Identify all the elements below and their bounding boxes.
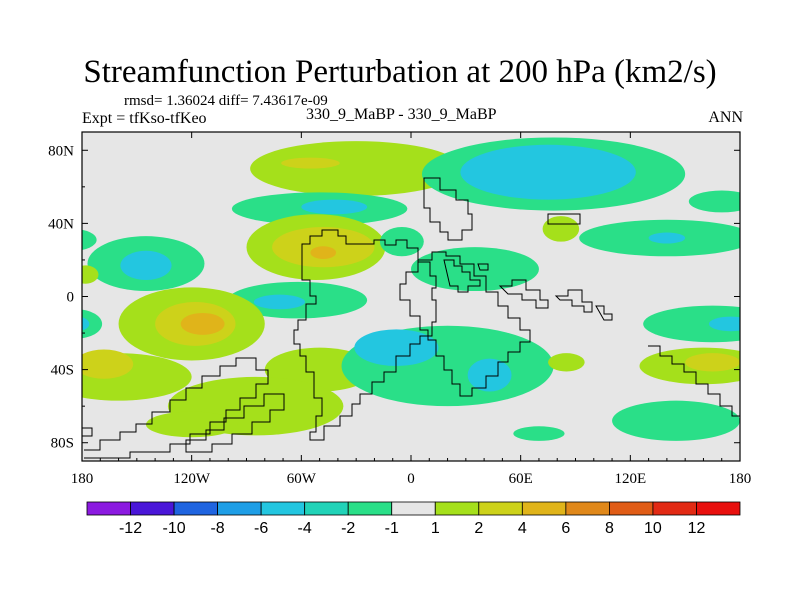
y-tick-label: 40S [51,363,74,379]
contour-region-34 [548,353,585,372]
contour-region-35 [643,305,740,343]
experiment-label: Expt = tfKso-tfKeo [82,110,207,127]
contour-region-15 [411,247,539,292]
coastline-arabia [498,279,549,309]
contour-region-18 [82,265,99,284]
colorbar: -12 -10 -8 -6 -4 -2 -1 1 2 4 6 8 10 12 [86,501,741,537]
season-label: ANN [708,109,743,126]
coastline-south-america [293,229,437,441]
colorbar-swatch [304,501,349,516]
contour-region-1 [281,157,340,169]
colorbar-label: -8 [210,520,224,537]
colorbar-label: 4 [518,520,527,537]
stats-label: rmsd= 1.36024 diff= 7.43617e-09 [124,93,328,109]
contour-region-31 [82,349,134,379]
contour-region-0 [250,141,463,196]
contour-region-6 [688,190,740,213]
case-label: 330_9_MaBP - 330_9_MaBP [306,106,497,123]
y-tick-label: 80S [51,436,74,452]
colorbar-label: 8 [605,520,614,537]
x-tick-label: 120E [614,471,646,487]
colorbar-label: -6 [254,520,268,537]
contour-region-7 [542,216,580,242]
contour-region-36 [708,316,740,332]
contour-region-5 [460,144,636,200]
colorbar-label: -2 [341,520,355,537]
axis-ticks: 180 120W 60W 0 60E 120E 180 80N 40N 0 40S 80S [48,132,751,487]
contour-region-13 [120,250,172,281]
contour-region-38 [685,353,740,372]
colorbar-swatch [609,501,654,516]
contour-region-28 [82,309,103,339]
x-tick-label: 60W [287,471,317,487]
colorbar-swatch [391,501,436,516]
x-tick-label: 120W [173,471,211,487]
colorbar-swatch [652,501,697,516]
colorbar-label: -1 [385,520,399,537]
x-tick-label: 180 [729,471,752,487]
contour-region-17 [648,232,686,244]
contour-region-24 [467,358,512,392]
coastline-antarctic-peninsula [84,357,269,459]
colorbar-swatch [696,501,741,516]
colorbar-swatch [173,501,218,516]
colorbar-label: 10 [644,520,662,537]
x-tick-label: 60E [509,471,533,487]
x-tick-label: 0 [407,471,415,487]
contour-region-23 [354,329,439,366]
colorbar-swatch [434,501,480,516]
contour-region-39 [612,400,740,441]
colorbar-swatch [565,501,610,516]
coastline-antarctic-edge [82,427,93,437]
coastline-se-asia [595,305,613,321]
contour-region-40 [513,426,565,441]
coastline-india [554,289,593,313]
contour-region-21 [253,294,305,310]
coastline-antarctic-inner [185,393,285,453]
colorbar-swatch [217,501,262,516]
contour-region-29 [82,317,90,331]
y-tick-label: 40N [48,216,74,232]
x-tick-label: 180 [71,471,94,487]
y-tick-label: 80N [48,143,74,159]
colorbar-swatch [260,501,306,516]
y-tick-label: 0 [67,290,75,306]
colorbar-swatch [478,501,523,516]
colorbar-swatch [521,501,567,516]
contour-region-33 [145,411,238,438]
colorbar-label: 12 [688,520,706,537]
coastline-siberia [547,213,581,225]
colorbar-swatch [86,501,131,516]
coastline-europe [443,259,481,293]
colorbar-swatch [130,501,175,516]
colorbar-label: -12 [119,520,142,537]
contour-region-10 [310,246,337,260]
colorbar-label: -4 [298,520,312,537]
coastline-inland-sea [477,263,489,271]
colorbar-swatch [347,501,393,516]
coastline-greenland [423,177,473,241]
colorbar-label: 1 [431,520,440,537]
colorbar-label: -10 [163,520,186,537]
contour-fields [82,137,740,441]
contour-region-14 [82,229,97,250]
coastline-antarctic-east [648,345,740,417]
colorbar-label: 2 [474,520,483,537]
contour-region-11 [379,227,424,257]
chart-title: Streamfunction Perturbation at 200 hPa (… [83,54,717,90]
colorbar-label: 6 [561,520,570,537]
coastline-africa [399,251,531,397]
contour-region-27 [180,312,225,335]
coastlines [82,177,740,459]
contour-region-3 [301,199,368,215]
